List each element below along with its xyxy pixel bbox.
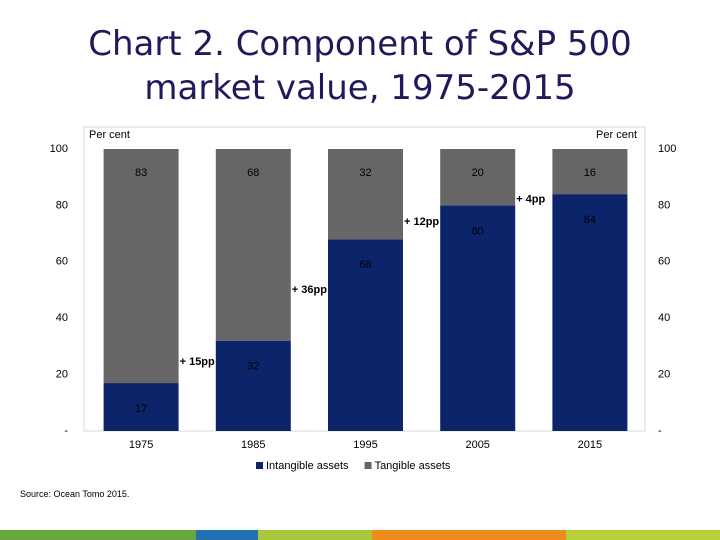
x-tick-label: 2015: [578, 439, 602, 451]
data-label: 20: [472, 167, 484, 179]
data-label: 32: [359, 167, 371, 179]
bar-segment: [328, 239, 403, 431]
bar-segment: [440, 149, 516, 206]
y2-tick-label: 20: [658, 369, 670, 381]
color-strip: [258, 530, 372, 540]
data-label: 32: [247, 361, 259, 373]
y2-tick-label: 60: [658, 256, 670, 268]
y2-tick-label: -: [658, 425, 662, 437]
y-tick-label: 60: [56, 256, 68, 268]
data-label: 80: [472, 225, 484, 237]
slide-title: Chart 2. Component of S&P 500 market val…: [88, 24, 632, 108]
annotation: + 12pp: [404, 216, 439, 228]
annotation: + 36pp: [292, 284, 327, 296]
annotation: + 15pp: [180, 356, 215, 368]
y-tick-label: 40: [56, 312, 68, 324]
legend-label: Tangible assets: [375, 460, 451, 472]
color-strip: [196, 530, 258, 540]
data-label: 17: [135, 403, 147, 415]
bar-segment: [440, 205, 516, 431]
bar-segment: [552, 194, 628, 431]
y-axis-label: Per cent: [89, 129, 130, 141]
bar-segment: [215, 149, 291, 341]
annotation: + 4pp: [516, 194, 545, 206]
data-label: 84: [584, 214, 596, 226]
color-strip: [372, 530, 566, 540]
y2-tick-label: 80: [658, 199, 670, 211]
bar-segment: [215, 340, 291, 431]
bar-segment: [103, 383, 179, 431]
color-strip: [0, 530, 196, 540]
data-label: 68: [359, 259, 371, 271]
legend-swatch: [256, 462, 263, 469]
y2-tick-label: 40: [658, 312, 670, 324]
x-tick-label: 1995: [353, 439, 377, 451]
legend-label: Intangible assets: [266, 460, 349, 472]
y2-axis-label: Per cent: [596, 129, 637, 141]
bar-segment: [552, 149, 628, 195]
color-strip: [566, 530, 720, 540]
data-label: 16: [584, 167, 596, 179]
legend-swatch: [364, 462, 372, 469]
y-tick-label: -: [64, 425, 68, 437]
data-label: 83: [135, 167, 147, 179]
y2-tick-label: 100: [658, 143, 676, 155]
bar-segment: [328, 149, 403, 240]
y-tick-label: 80: [56, 199, 68, 211]
x-tick-label: 1985: [241, 439, 265, 451]
y-tick-label: 100: [50, 143, 68, 155]
bar-segment: [103, 149, 179, 384]
data-label: 68: [247, 167, 259, 179]
x-tick-label: 1975: [129, 439, 153, 451]
x-tick-label: 2005: [465, 439, 489, 451]
source-note: Source: Ocean Tomo 2015.: [20, 489, 130, 499]
y-tick-label: 20: [56, 369, 68, 381]
